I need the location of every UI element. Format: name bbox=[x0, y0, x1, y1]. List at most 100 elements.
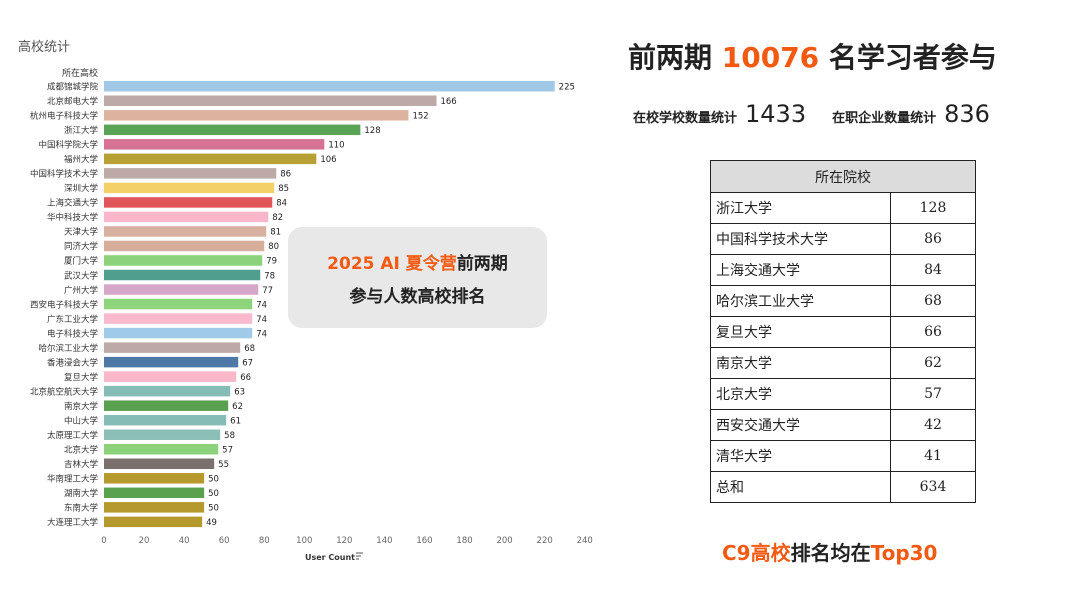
category-label: 中山大学 bbox=[64, 415, 99, 426]
table-cell-value: 42 bbox=[890, 409, 976, 441]
category-label: 上海交通大学 bbox=[47, 198, 99, 209]
data-label: 61 bbox=[230, 416, 241, 426]
table-cell-value: 86 bbox=[890, 223, 976, 255]
bar bbox=[104, 182, 275, 194]
bar bbox=[104, 240, 265, 252]
category-label: 福州大学 bbox=[64, 154, 99, 165]
headline-suffix: 名学习者参与 bbox=[819, 41, 997, 74]
bar bbox=[104, 371, 237, 382]
bar bbox=[104, 211, 269, 223]
table-cell-name: 南京大学 bbox=[710, 347, 891, 379]
bar bbox=[104, 226, 267, 237]
table-cell-value: 634 bbox=[890, 471, 976, 503]
x-tick-label: 80 bbox=[259, 536, 270, 546]
x-tick-label: 240 bbox=[577, 536, 593, 546]
overlay-line1: 2025 AI 夏令营前两期 bbox=[327, 249, 508, 274]
table-cell-value: 66 bbox=[890, 316, 976, 348]
category-label: 北京航空航天大学 bbox=[30, 386, 99, 397]
bar bbox=[104, 313, 253, 324]
table-row: 北京大学 57 bbox=[710, 378, 976, 410]
footer-note: C9高校排名均在Top30 bbox=[722, 537, 937, 566]
company-stat-value: 836 bbox=[944, 100, 990, 128]
data-label: 74 bbox=[256, 329, 267, 339]
data-label: 66 bbox=[240, 373, 251, 383]
sort-icon[interactable] bbox=[356, 552, 363, 560]
data-label: 85 bbox=[278, 184, 289, 194]
category-label: 同济大学 bbox=[64, 241, 99, 252]
data-label: 81 bbox=[270, 228, 281, 238]
data-label: 80 bbox=[268, 242, 279, 252]
x-tick-label: 20 bbox=[139, 536, 150, 546]
bar bbox=[104, 168, 277, 179]
data-label: 79 bbox=[266, 257, 277, 267]
category-label: 华南理工大学 bbox=[47, 474, 99, 485]
bar bbox=[104, 356, 239, 368]
headline: 前两期 10076 名学习者参与 bbox=[628, 36, 1048, 76]
data-label: 50 bbox=[208, 489, 219, 499]
data-label: 82 bbox=[272, 213, 283, 223]
stats-row: 在校学校数量统计 1433 在职企业数量统计 836 bbox=[633, 100, 1053, 128]
x-tick-label: 100 bbox=[296, 536, 312, 546]
category-label: 南京大学 bbox=[64, 401, 99, 412]
c9-ranking-table: 所在院校 浙江大学 128 中国科学技术大学 86 上海交通大学 84 哈尔滨工业大学… bbox=[710, 160, 976, 503]
category-label: 中国科学院大学 bbox=[38, 140, 98, 151]
bar bbox=[104, 269, 261, 281]
category-label: 吉林大学 bbox=[64, 459, 99, 470]
table-total-row: 总和 634 bbox=[710, 471, 976, 503]
footer-mid: 排名均在 bbox=[790, 541, 871, 565]
overlay-rest-text: 前两期 bbox=[456, 253, 508, 274]
bar bbox=[104, 487, 205, 499]
table-row: 南京大学 62 bbox=[710, 347, 976, 379]
headline-prefix: 前两期 bbox=[628, 41, 722, 74]
table-cell-name: 北京大学 bbox=[710, 378, 891, 410]
data-label: 86 bbox=[280, 170, 291, 180]
bar bbox=[104, 197, 273, 208]
bar bbox=[104, 95, 437, 107]
chart-title: 高校统计 bbox=[18, 39, 70, 55]
school-stat-value: 1433 bbox=[745, 100, 807, 128]
footer-orange-c9: C9高校 bbox=[722, 541, 791, 565]
data-label: 110 bbox=[328, 141, 344, 151]
x-tick-label: 180 bbox=[456, 536, 472, 546]
overlay-orange-text: 2025 AI 夏令营 bbox=[327, 253, 457, 274]
data-label: 225 bbox=[559, 83, 575, 93]
bar bbox=[104, 298, 253, 310]
bar bbox=[104, 385, 231, 397]
bar bbox=[104, 255, 263, 266]
data-label: 166 bbox=[440, 97, 456, 107]
bar bbox=[104, 81, 555, 92]
bar bbox=[104, 458, 215, 470]
data-label: 77 bbox=[262, 286, 273, 296]
bar bbox=[104, 110, 409, 121]
category-label: 湖南大学 bbox=[64, 488, 99, 499]
x-axis-label: User Count bbox=[305, 553, 355, 562]
category-label: 天津大学 bbox=[64, 227, 99, 238]
category-label: 电子科技大学 bbox=[47, 328, 99, 339]
table-row: 浙江大学 128 bbox=[710, 192, 976, 224]
category-label: 杭州电子科技大学 bbox=[30, 111, 99, 122]
data-label: 68 bbox=[244, 344, 255, 354]
company-stat-label: 在职企业数量统计 bbox=[832, 111, 937, 126]
headline-number: 10076 bbox=[721, 41, 820, 74]
data-label: 67 bbox=[242, 358, 253, 368]
overlay-caption: 2025 AI 夏令营前两期 参与人数高校排名 bbox=[288, 227, 547, 328]
data-label: 78 bbox=[264, 271, 275, 281]
category-label: 武汉大学 bbox=[64, 270, 99, 281]
table-cell-value: 128 bbox=[890, 192, 976, 224]
x-axis: 0 20 40 60 80 100 120 140 160 180 200 220 240 bbox=[101, 536, 593, 546]
table-row: 复旦大学 66 bbox=[710, 316, 976, 348]
category-label: 复旦大学 bbox=[64, 372, 99, 383]
table-row: 上海交通大学 84 bbox=[710, 254, 976, 286]
table-cell-name: 浙江大学 bbox=[710, 192, 891, 224]
category-label: 中国科学技术大学 bbox=[30, 169, 99, 180]
bar bbox=[104, 124, 361, 136]
x-tick-label: 140 bbox=[376, 536, 392, 546]
category-label: 大连理工大学 bbox=[47, 517, 99, 528]
table-cell-value: 68 bbox=[890, 285, 976, 317]
x-tick-label: 40 bbox=[179, 536, 190, 546]
table-cell-value: 84 bbox=[890, 254, 976, 286]
category-label: 浙江大学 bbox=[64, 125, 99, 136]
table-header-row: 所在院校 bbox=[710, 160, 976, 193]
bar bbox=[104, 342, 241, 353]
x-tick-label: 160 bbox=[416, 536, 432, 546]
